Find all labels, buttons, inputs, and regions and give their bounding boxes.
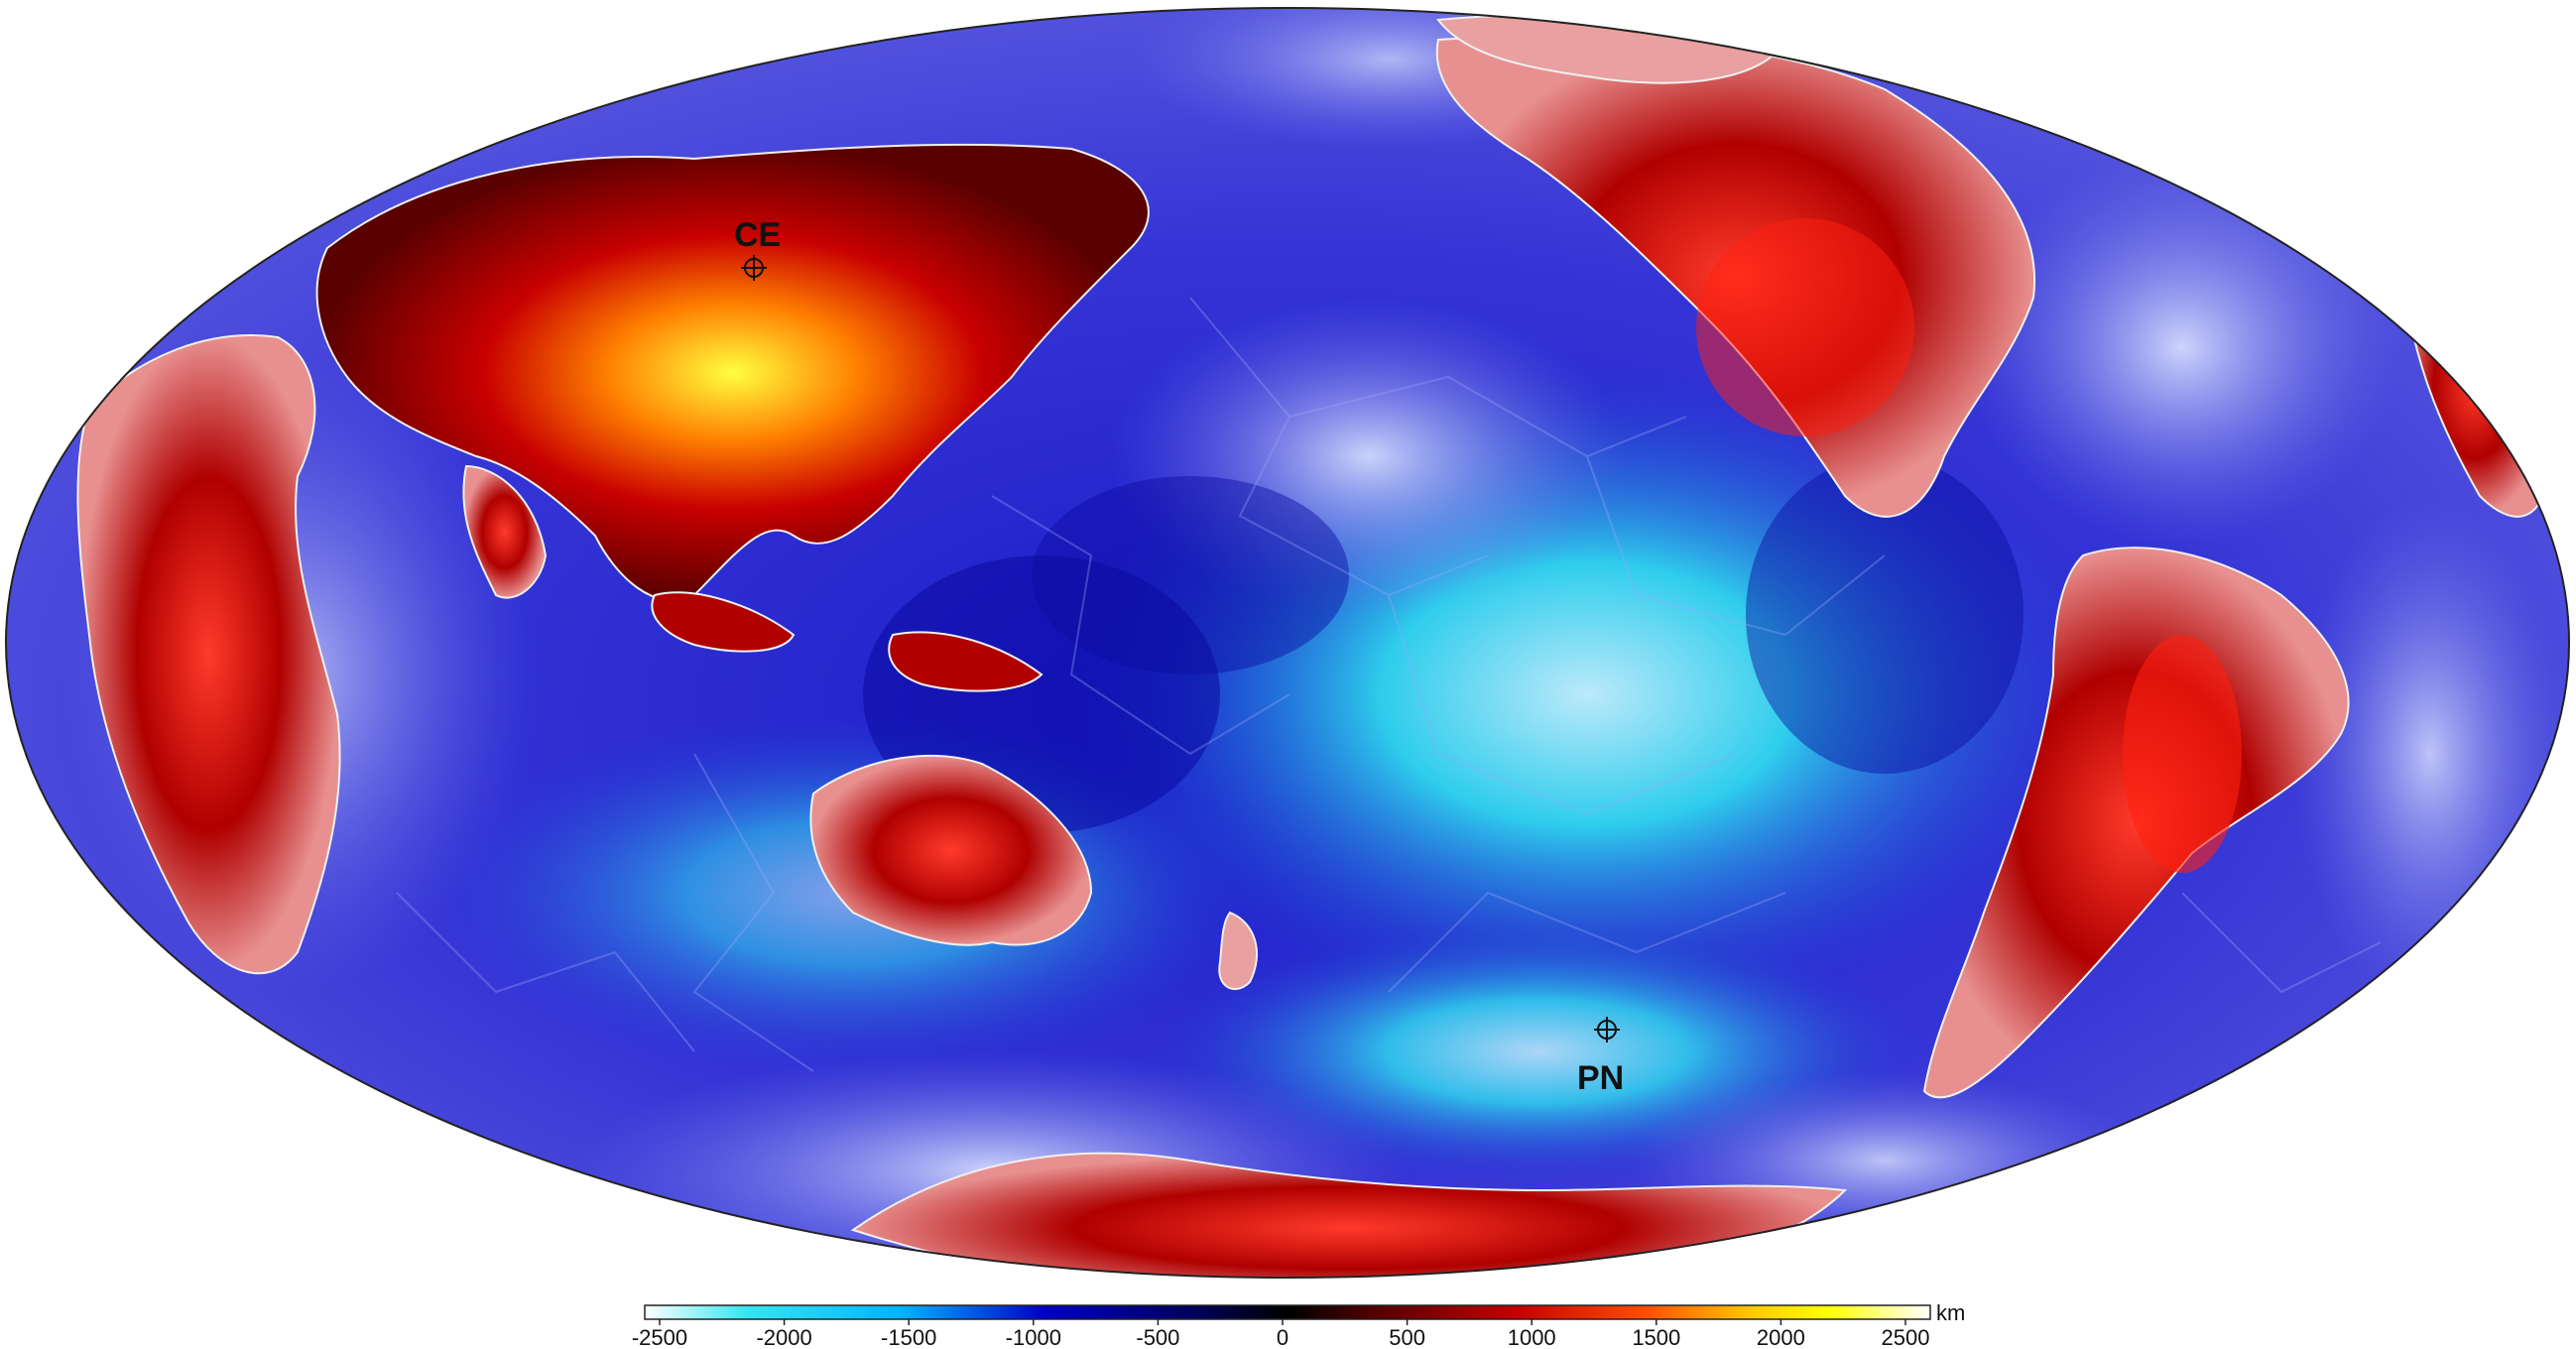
colorbar-tick-label: -2500 (632, 1325, 687, 1349)
map-boundary (5, 7, 2570, 1279)
colorbar-gradient (644, 1304, 1931, 1320)
marker-pn: PN (1577, 1017, 1624, 1097)
colorbar-tick-label: 1500 (1632, 1325, 1680, 1349)
colorbar-tick-label: -2000 (756, 1325, 811, 1349)
colorbar-tick-label: -500 (1136, 1325, 1179, 1349)
voronoi-cells (396, 297, 2382, 1072)
colorbar-unit: km (1936, 1300, 1965, 1325)
colorbar-tick-label: 1000 (1508, 1325, 1556, 1349)
colorbar-tick-label: -1500 (881, 1325, 936, 1349)
colorbar-tick-label: 500 (1389, 1325, 1425, 1349)
colorbar-tick-label: 2000 (1757, 1325, 1805, 1349)
colorbar-tick-label: -1000 (1006, 1325, 1061, 1349)
colorbar-ticks: -2500 -2000 -1500 -1000 -500 0 500 1000 1500 2000… (632, 1319, 1930, 1349)
marker-ce: CE (734, 216, 781, 281)
marker-ce-label: CE (734, 216, 781, 254)
colorbar-tick-label: 2500 (1882, 1325, 1930, 1349)
colorbar: km -2500 -2000 -1500 -1000 -500 0 500 1000 1500 2… (632, 1300, 1965, 1349)
colorbar-tick-label: 0 (1277, 1325, 1288, 1349)
marker-pn-label: PN (1577, 1059, 1624, 1097)
